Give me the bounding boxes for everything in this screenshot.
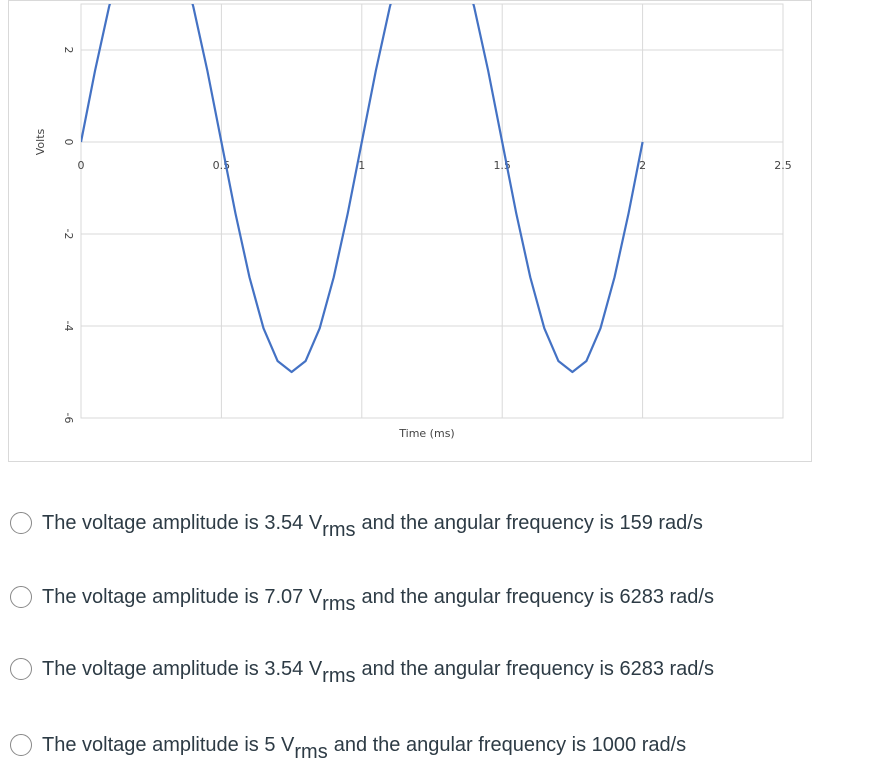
x-tick-label: 1 (358, 159, 365, 172)
radio-button[interactable] (10, 658, 32, 680)
option-text: and the angular frequency is 1000 rad/s (333, 733, 687, 756)
x-axis-label: Time (ms) (398, 427, 454, 440)
plot-border (80, 3, 784, 419)
y-tick-label: -6 (62, 413, 75, 424)
option-text: The voltage amplitude is 3.54 V (42, 657, 323, 680)
y-tick-label: -2 (62, 229, 75, 240)
x-tick-label: 2.5 (774, 159, 792, 172)
option-text: The voltage amplitude is 5 V (42, 733, 295, 756)
y-tick-label: 0 (62, 139, 75, 146)
y-tick-label: -4 (62, 321, 75, 332)
option-text: rms (322, 592, 356, 615)
option-text: rms (322, 518, 356, 541)
x-tick-label: 0 (78, 159, 85, 172)
radio-button[interactable] (10, 512, 32, 534)
line-series (81, 4, 644, 374)
option-text: and the angular frequency is 6283 rad/s (361, 585, 714, 608)
y-axis-label: Volts (34, 128, 47, 155)
option-text: and the angular frequency is 6283 rad/s (361, 657, 714, 680)
option-text: and the angular frequency is 159 rad/s (361, 511, 703, 534)
option-text: The voltage amplitude is 3.54 V (42, 511, 323, 534)
radio-button[interactable] (10, 586, 32, 608)
chart-frame (8, 0, 812, 462)
radio-button[interactable] (10, 734, 32, 756)
option-text: The voltage amplitude is 7.07 V (42, 585, 323, 608)
x-tick-label: 2 (639, 159, 646, 172)
y-tick-label: 2 (62, 47, 75, 54)
option-text: rms (322, 664, 356, 687)
option-text: rms (294, 740, 328, 763)
